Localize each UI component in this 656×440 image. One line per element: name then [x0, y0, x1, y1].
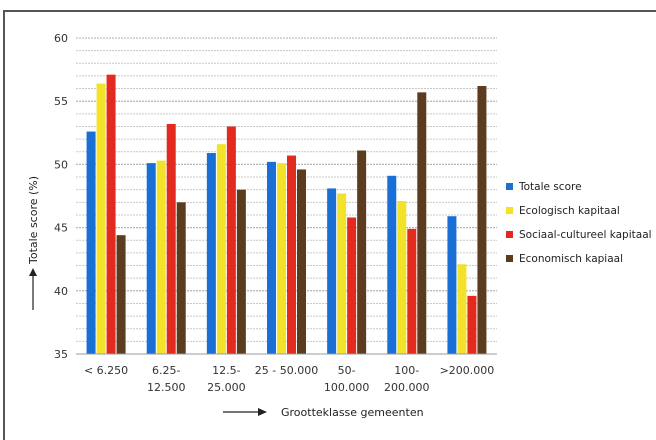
y-tick-label: 60 [54, 32, 68, 45]
x-tick-label: 100- [394, 364, 419, 377]
x-tick-label: 25.000 [207, 381, 246, 394]
bar [347, 217, 357, 354]
bar [176, 202, 186, 354]
bar [287, 155, 296, 354]
bar [387, 175, 397, 354]
x-tick-label: 12.500 [147, 381, 186, 394]
y-tick-label: 50 [54, 158, 68, 171]
bar [417, 92, 427, 355]
y-axis-title: Totale score (%) [27, 176, 40, 265]
x-tick-label: 50- [338, 364, 356, 377]
x-axis-title: Grootteklasse gemeenten [281, 406, 424, 419]
legend-label: Totale score [518, 181, 582, 193]
bar [236, 189, 246, 354]
legend-label: Economisch kapiaal [519, 253, 623, 265]
legend-swatch [506, 207, 513, 214]
x-tick-label: 25 - 50.000 [255, 364, 318, 377]
x-tick-label: >200.000 [440, 364, 495, 377]
y-tick-label: 45 [54, 222, 68, 235]
bar [96, 83, 106, 354]
bar [106, 74, 116, 354]
bar [447, 216, 457, 354]
x-tick-label: 100.000 [324, 381, 370, 394]
chart-frame [3, 10, 656, 440]
x-axis-arrow-head [258, 408, 267, 416]
y-tick-label: 40 [54, 285, 68, 298]
x-tick-label: 12.5- [212, 364, 240, 377]
bar [226, 126, 236, 354]
bar [146, 163, 156, 354]
bar [357, 150, 367, 354]
legend-swatch [506, 231, 513, 238]
bar [327, 188, 337, 354]
x-tick-label: 200.000 [384, 381, 430, 394]
bar [337, 193, 347, 354]
bar [267, 161, 276, 354]
y-axis-arrow-head [29, 268, 37, 276]
bar [156, 160, 166, 354]
bar [407, 228, 417, 354]
legend-label: Ecologisch kapitaal [519, 205, 620, 217]
bar [277, 163, 286, 354]
y-tick-label: 55 [54, 95, 68, 108]
legend-swatch [506, 183, 513, 190]
x-tick-label: < 6.250 [84, 364, 128, 377]
bar [457, 264, 467, 354]
bar [477, 86, 487, 355]
bar [297, 169, 306, 354]
bar [206, 153, 216, 354]
bar [467, 295, 477, 354]
legend-label: Sociaal-cultureel kapitaal [519, 229, 652, 241]
y-tick-label: 35 [54, 348, 68, 361]
bar [166, 123, 176, 355]
bar [397, 201, 407, 354]
bar [86, 131, 96, 354]
x-tick-label: 6.25- [152, 364, 180, 377]
bar [216, 144, 226, 354]
bar [116, 235, 126, 354]
legend-swatch [506, 255, 513, 262]
